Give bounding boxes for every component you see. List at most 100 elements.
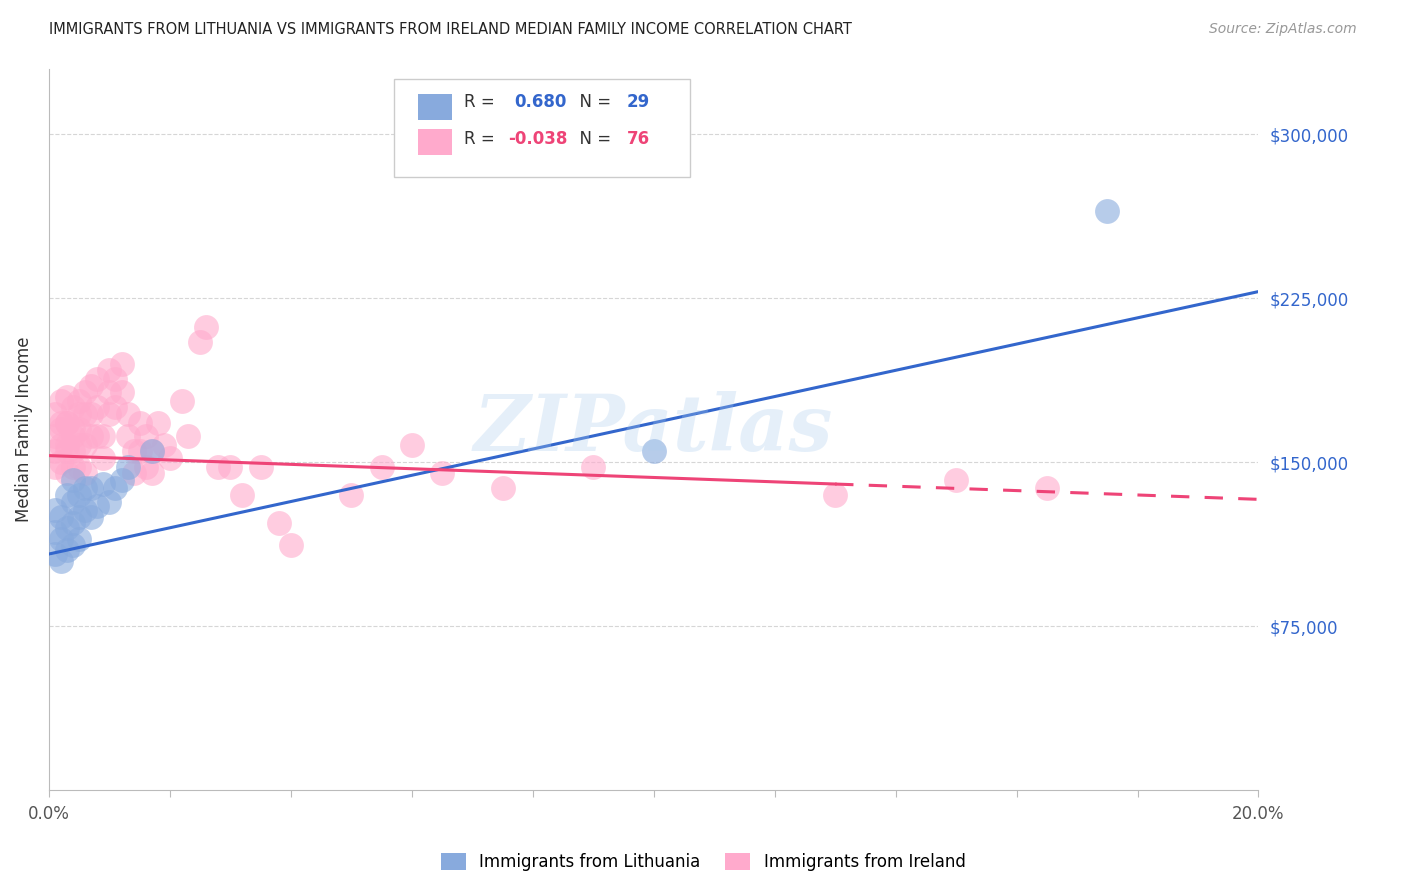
- Point: [170, 393, 193, 408]
- Point: [135, 459, 157, 474]
- Point: [110, 385, 132, 400]
- Point: [62, 401, 84, 415]
- Text: 0.680: 0.680: [515, 94, 567, 112]
- Point: [56, 444, 79, 458]
- Point: [249, 459, 271, 474]
- Text: N =: N =: [569, 94, 616, 112]
- Point: [370, 459, 392, 474]
- Point: [80, 429, 103, 443]
- Point: [75, 466, 97, 480]
- Point: [104, 482, 127, 496]
- Point: [67, 459, 90, 474]
- Point: [643, 444, 665, 458]
- Point: [44, 547, 66, 561]
- Point: [75, 438, 97, 452]
- Point: [86, 499, 108, 513]
- Point: [67, 438, 90, 452]
- Point: [110, 357, 132, 371]
- Point: [44, 407, 66, 421]
- Point: [56, 416, 79, 430]
- FancyBboxPatch shape: [418, 129, 451, 155]
- Point: [86, 401, 108, 415]
- Point: [49, 553, 72, 567]
- Point: [135, 429, 157, 443]
- Point: [44, 525, 66, 540]
- Point: [49, 509, 72, 524]
- Point: [62, 494, 84, 508]
- Point: [177, 429, 200, 443]
- Point: [98, 385, 121, 400]
- Text: IMMIGRANTS FROM LITHUANIA VS IMMIGRANTS FROM IRELAND MEDIAN FAMILY INCOME CORREL: IMMIGRANTS FROM LITHUANIA VS IMMIGRANTS …: [49, 22, 852, 37]
- Point: [231, 488, 253, 502]
- Point: [80, 407, 103, 421]
- Text: Source: ZipAtlas.com: Source: ZipAtlas.com: [1209, 22, 1357, 37]
- Point: [1097, 203, 1119, 218]
- Point: [141, 466, 163, 480]
- Point: [98, 407, 121, 421]
- Text: N =: N =: [569, 129, 616, 147]
- Point: [98, 363, 121, 377]
- Point: [122, 444, 145, 458]
- Point: [67, 532, 90, 546]
- Point: [93, 429, 115, 443]
- Point: [86, 372, 108, 386]
- Point: [49, 532, 72, 546]
- Legend: Immigrants from Lithuania, Immigrants from Ireland: Immigrants from Lithuania, Immigrants fr…: [432, 845, 974, 880]
- Point: [104, 372, 127, 386]
- Point: [62, 538, 84, 552]
- Y-axis label: Median Family Income: Median Family Income: [15, 336, 32, 522]
- Point: [56, 438, 79, 452]
- Point: [62, 444, 84, 458]
- Point: [86, 429, 108, 443]
- Point: [159, 450, 181, 465]
- Point: [93, 477, 115, 491]
- Point: [62, 422, 84, 436]
- Point: [56, 542, 79, 557]
- Point: [1036, 482, 1059, 496]
- Point: [280, 538, 302, 552]
- Point: [56, 521, 79, 535]
- Point: [56, 390, 79, 404]
- Point: [430, 466, 453, 480]
- Point: [56, 488, 79, 502]
- Point: [62, 516, 84, 531]
- Point: [188, 334, 211, 349]
- Point: [80, 509, 103, 524]
- Text: 29: 29: [627, 94, 651, 112]
- Point: [67, 488, 90, 502]
- Point: [153, 438, 176, 452]
- Point: [582, 459, 605, 474]
- Point: [117, 429, 139, 443]
- Point: [67, 422, 90, 436]
- Point: [67, 509, 90, 524]
- Point: [67, 407, 90, 421]
- Point: [49, 416, 72, 430]
- Text: R =: R =: [464, 129, 499, 147]
- Point: [401, 438, 423, 452]
- Point: [44, 444, 66, 458]
- Text: R =: R =: [464, 94, 499, 112]
- Point: [75, 482, 97, 496]
- Text: ZIPatlas: ZIPatlas: [474, 391, 834, 467]
- Point: [340, 488, 363, 502]
- Point: [824, 488, 846, 502]
- Point: [110, 473, 132, 487]
- Point: [75, 385, 97, 400]
- Point: [104, 401, 127, 415]
- Point: [49, 438, 72, 452]
- Point: [80, 378, 103, 392]
- Point: [44, 429, 66, 443]
- Point: [117, 459, 139, 474]
- Point: [44, 459, 66, 474]
- Point: [75, 407, 97, 421]
- Point: [49, 422, 72, 436]
- Point: [945, 473, 967, 487]
- Point: [491, 482, 513, 496]
- Point: [67, 393, 90, 408]
- Point: [195, 319, 218, 334]
- Point: [128, 444, 150, 458]
- Point: [44, 503, 66, 517]
- Point: [141, 444, 163, 458]
- Text: -0.038: -0.038: [509, 129, 568, 147]
- Point: [62, 429, 84, 443]
